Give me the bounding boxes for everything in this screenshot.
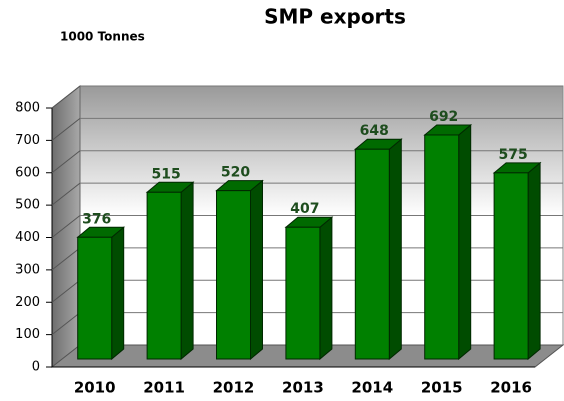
y-tick-label: 800 [15, 101, 40, 116]
bar [493, 172, 529, 360]
y-tick-label: 700 [15, 133, 40, 148]
y-tick-label: 500 [15, 198, 40, 213]
grid-line-side [51, 117, 81, 141]
value-label: 648 [360, 123, 389, 139]
y-tick-label: 400 [15, 230, 40, 245]
grid-line-side [51, 150, 81, 174]
bar-side [111, 226, 125, 361]
x-tick-label: 2014 [351, 379, 393, 397]
bar-side [388, 138, 402, 361]
bar-side [250, 179, 263, 361]
value-label: 376 [82, 211, 111, 227]
grid-line-side [51, 85, 81, 109]
x-tick-label: 2016 [490, 379, 532, 397]
bar [216, 190, 251, 360]
bar-side [319, 216, 333, 361]
value-label: 520 [221, 165, 250, 181]
grid-line-side [51, 182, 81, 206]
unit-label: 1000 Tonnes [60, 30, 145, 44]
bar [424, 134, 460, 360]
value-label: 692 [429, 109, 458, 125]
y-tick-label: 100 [15, 327, 40, 342]
x-tick-label: 2012 [213, 379, 255, 397]
grid-line-side [51, 247, 81, 271]
grid-line-side [51, 215, 81, 238]
bar-side [180, 181, 194, 361]
bar [354, 148, 390, 360]
x-tick-label: 2015 [421, 379, 463, 397]
bar-side [527, 161, 541, 361]
x-tick-label: 2010 [74, 379, 116, 397]
chart-title: SMP exports [264, 5, 406, 29]
grid-line-side [51, 279, 81, 303]
x-tick-label: 2013 [282, 379, 324, 397]
bar [146, 191, 182, 360]
value-label: 575 [498, 147, 527, 163]
x-tick-label: 2011 [143, 379, 185, 397]
y-tick-label: 200 [15, 295, 40, 310]
y-tick-label: 600 [15, 165, 40, 180]
bar [77, 236, 113, 360]
bar-side [458, 123, 472, 361]
value-label: 407 [290, 201, 319, 217]
bar [285, 226, 321, 360]
y-tick-label: 0 [32, 360, 40, 375]
value-label: 515 [151, 166, 180, 182]
y-tick-label: 300 [15, 262, 40, 277]
grid-line-side [51, 312, 81, 336]
